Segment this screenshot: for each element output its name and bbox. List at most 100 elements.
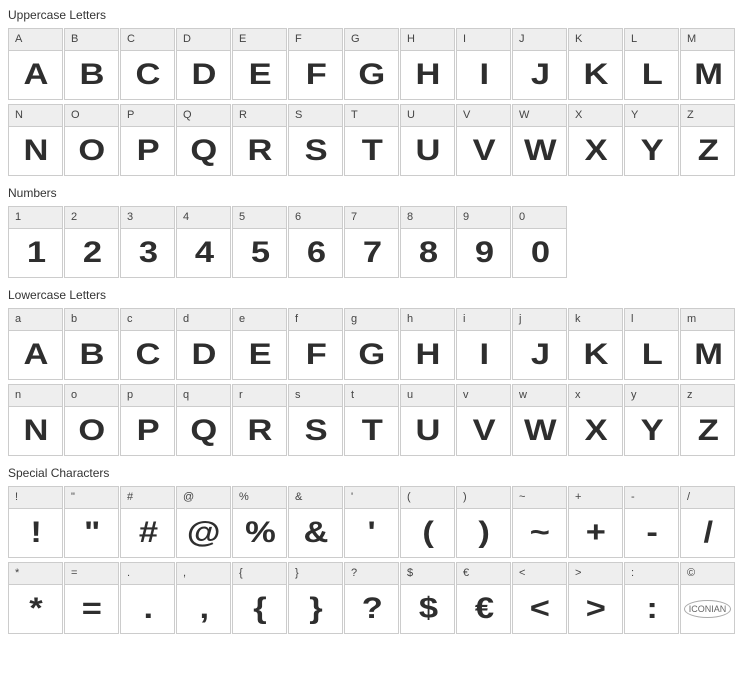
glyph-cell[interactable]: wW <box>512 384 567 456</box>
glyph-cell[interactable]: cC <box>120 308 175 380</box>
glyph-label: o <box>65 385 118 407</box>
glyph-cell[interactable]: DD <box>176 28 231 100</box>
glyph-cell[interactable]: 00 <box>512 206 567 278</box>
glyph-cell[interactable]: fF <box>288 308 343 380</box>
glyph-cell[interactable]: 99 <box>456 206 511 278</box>
glyph-cell[interactable]: WW <box>512 104 567 176</box>
glyph-cell[interactable]: }} <box>288 562 343 634</box>
glyph-cell[interactable]: rR <box>232 384 287 456</box>
glyph-cell[interactable]: << <box>512 562 567 634</box>
glyph-cell[interactable]: bB <box>64 308 119 380</box>
glyph-cell[interactable]: yY <box>624 384 679 456</box>
glyph-cell[interactable]: 88 <box>400 206 455 278</box>
glyph-cell[interactable]: !! <box>8 486 63 558</box>
glyph-preview: S <box>289 127 342 175</box>
glyph-cell[interactable]: KK <box>568 28 623 100</box>
glyph-cell[interactable]: II <box>456 28 511 100</box>
glyph-cell[interactable]: ++ <box>568 486 623 558</box>
glyph-cell[interactable]: eE <box>232 308 287 380</box>
glyph-cell[interactable]: "" <box>64 486 119 558</box>
glyph-cell[interactable]: gG <box>344 308 399 380</box>
glyph-cell[interactable]: hH <box>400 308 455 380</box>
glyph-preview: ! <box>9 509 62 557</box>
glyph-cell[interactable]: uU <box>400 384 455 456</box>
glyph-label: x <box>569 385 622 407</box>
glyph-cell[interactable]: 77 <box>344 206 399 278</box>
glyph-cell[interactable]: OO <box>64 104 119 176</box>
glyph-cell[interactable]: vV <box>456 384 511 456</box>
glyph-cell[interactable]: ©ICONIAN <box>680 562 735 634</box>
glyph-cell[interactable]: 22 <box>64 206 119 278</box>
glyph-cell[interactable]: )) <box>456 486 511 558</box>
glyph-preview: + <box>569 509 622 557</box>
glyph-cell[interactable]: {{ <box>232 562 287 634</box>
glyph-cell[interactable]: ** <box>8 562 63 634</box>
glyph-cell[interactable]: mM <box>680 308 735 380</box>
glyph-cell[interactable]: EE <box>232 28 287 100</box>
glyph-cell[interactable]: SS <box>288 104 343 176</box>
glyph-cell[interactable]: ~~ <box>512 486 567 558</box>
glyph-label: S <box>289 105 342 127</box>
glyph-cell[interactable]: AA <box>8 28 63 100</box>
glyph-char: V <box>473 134 495 168</box>
glyph-preview: T <box>345 407 398 455</box>
glyph-cell[interactable]: :: <box>624 562 679 634</box>
glyph-cell[interactable]: 33 <box>120 206 175 278</box>
glyph-cell[interactable]: sS <box>288 384 343 456</box>
glyph-cell[interactable]: '' <box>344 486 399 558</box>
glyph-cell[interactable]: >> <box>568 562 623 634</box>
glyph-cell[interactable]: ,, <box>176 562 231 634</box>
glyph-cell[interactable]: €€ <box>456 562 511 634</box>
glyph-cell[interactable]: $$ <box>400 562 455 634</box>
glyph-cell[interactable]: .. <box>120 562 175 634</box>
glyph-cell[interactable]: -- <box>624 486 679 558</box>
glyph-cell[interactable]: zZ <box>680 384 735 456</box>
glyph-cell[interactable]: tT <box>344 384 399 456</box>
glyph-cell[interactable]: xX <box>568 384 623 456</box>
glyph-cell[interactable]: %% <box>232 486 287 558</box>
glyph-cell[interactable]: RR <box>232 104 287 176</box>
glyph-char: Y <box>641 414 663 448</box>
glyph-cell[interactable]: // <box>680 486 735 558</box>
glyph-char: U <box>416 134 440 168</box>
glyph-cell[interactable]: ZZ <box>680 104 735 176</box>
glyph-cell[interactable]: HH <box>400 28 455 100</box>
glyph-label: B <box>65 29 118 51</box>
glyph-preview: % <box>233 509 286 557</box>
glyph-cell[interactable]: 55 <box>232 206 287 278</box>
glyph-cell[interactable]: FF <box>288 28 343 100</box>
glyph-cell[interactable]: LL <box>624 28 679 100</box>
glyph-cell[interactable]: BB <box>64 28 119 100</box>
glyph-cell[interactable]: JJ <box>512 28 567 100</box>
glyph-cell[interactable]: oO <box>64 384 119 456</box>
glyph-cell[interactable]: VV <box>456 104 511 176</box>
glyph-cell[interactable]: TT <box>344 104 399 176</box>
glyph-cell[interactable]: kK <box>568 308 623 380</box>
glyph-cell[interactable]: qQ <box>176 384 231 456</box>
glyph-cell[interactable]: pP <box>120 384 175 456</box>
glyph-cell[interactable]: == <box>64 562 119 634</box>
glyph-cell[interactable]: nN <box>8 384 63 456</box>
glyph-cell[interactable]: lL <box>624 308 679 380</box>
glyph-cell[interactable]: 11 <box>8 206 63 278</box>
glyph-cell[interactable]: GG <box>344 28 399 100</box>
glyph-cell[interactable]: 66 <box>288 206 343 278</box>
glyph-cell[interactable]: (( <box>400 486 455 558</box>
glyph-cell[interactable]: QQ <box>176 104 231 176</box>
glyph-cell[interactable]: 44 <box>176 206 231 278</box>
glyph-cell[interactable]: iI <box>456 308 511 380</box>
glyph-cell[interactable]: && <box>288 486 343 558</box>
glyph-cell[interactable]: jJ <box>512 308 567 380</box>
glyph-cell[interactable]: UU <box>400 104 455 176</box>
glyph-cell[interactable]: NN <box>8 104 63 176</box>
glyph-cell[interactable]: dD <box>176 308 231 380</box>
glyph-cell[interactable]: ## <box>120 486 175 558</box>
glyph-cell[interactable]: @@ <box>176 486 231 558</box>
glyph-cell[interactable]: MM <box>680 28 735 100</box>
glyph-cell[interactable]: XX <box>568 104 623 176</box>
glyph-cell[interactable]: ?? <box>344 562 399 634</box>
glyph-cell[interactable]: PP <box>120 104 175 176</box>
glyph-cell[interactable]: CC <box>120 28 175 100</box>
glyph-cell[interactable]: aA <box>8 308 63 380</box>
glyph-cell[interactable]: YY <box>624 104 679 176</box>
